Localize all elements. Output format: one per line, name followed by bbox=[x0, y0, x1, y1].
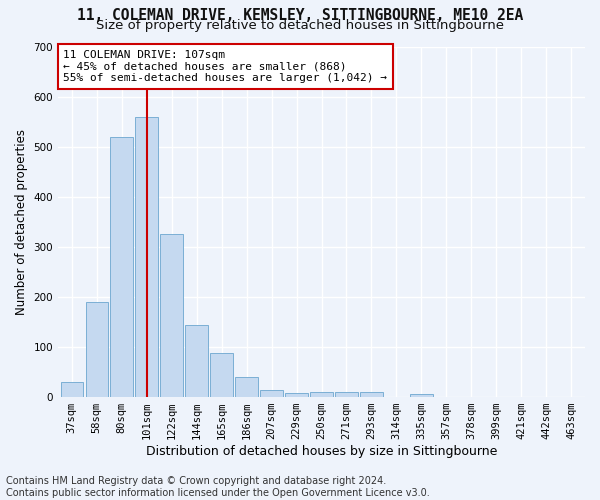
Bar bbox=[86, 302, 108, 396]
Bar bbox=[136, 116, 158, 396]
Bar bbox=[310, 392, 333, 396]
Bar bbox=[335, 392, 358, 396]
Bar bbox=[160, 234, 183, 396]
Bar bbox=[235, 376, 258, 396]
Bar bbox=[61, 382, 83, 396]
Bar bbox=[260, 390, 283, 396]
Bar bbox=[360, 392, 383, 396]
Bar bbox=[110, 136, 133, 396]
Bar bbox=[211, 352, 233, 397]
Y-axis label: Number of detached properties: Number of detached properties bbox=[15, 128, 28, 314]
Text: 11 COLEMAN DRIVE: 107sqm
← 45% of detached houses are smaller (868)
55% of semi-: 11 COLEMAN DRIVE: 107sqm ← 45% of detach… bbox=[64, 50, 388, 83]
Text: Contains HM Land Registry data © Crown copyright and database right 2024.
Contai: Contains HM Land Registry data © Crown c… bbox=[6, 476, 430, 498]
Bar bbox=[185, 325, 208, 396]
Bar bbox=[286, 392, 308, 396]
Bar bbox=[410, 394, 433, 396]
Text: Size of property relative to detached houses in Sittingbourne: Size of property relative to detached ho… bbox=[96, 19, 504, 32]
X-axis label: Distribution of detached houses by size in Sittingbourne: Distribution of detached houses by size … bbox=[146, 444, 497, 458]
Text: 11, COLEMAN DRIVE, KEMSLEY, SITTINGBOURNE, ME10 2EA: 11, COLEMAN DRIVE, KEMSLEY, SITTINGBOURN… bbox=[77, 8, 523, 22]
